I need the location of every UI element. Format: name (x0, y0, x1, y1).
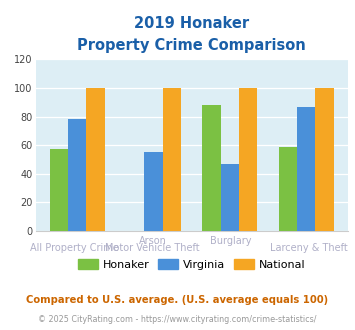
Bar (86, 88, 105, 231)
Text: 2019 Honaker: 2019 Honaker (134, 16, 249, 31)
Text: © 2025 CityRating.com - https://www.cityrating.com/crime-statistics/: © 2025 CityRating.com - https://www.city… (38, 315, 317, 324)
Text: Burglary: Burglary (210, 236, 251, 246)
Bar (202, 105, 221, 231)
Text: Motor Vehicle Theft: Motor Vehicle Theft (105, 243, 200, 252)
Bar (144, 152, 163, 231)
Text: Property Crime Comparison: Property Crime Comparison (77, 38, 306, 53)
Bar (68, 119, 86, 231)
Bar (239, 88, 257, 231)
Bar (163, 88, 181, 231)
Bar (297, 107, 315, 231)
Text: Compared to U.S. average. (U.S. average equals 100): Compared to U.S. average. (U.S. average … (26, 295, 329, 305)
Text: Larceny & Theft: Larceny & Theft (270, 243, 348, 252)
Bar (279, 147, 297, 231)
Legend: Honaker, Virginia, National: Honaker, Virginia, National (74, 255, 310, 274)
Bar (315, 88, 334, 231)
Text: All Property Crime: All Property Crime (30, 243, 119, 252)
Text: Arson: Arson (139, 236, 166, 246)
Bar (50, 149, 68, 231)
Bar (221, 164, 239, 231)
